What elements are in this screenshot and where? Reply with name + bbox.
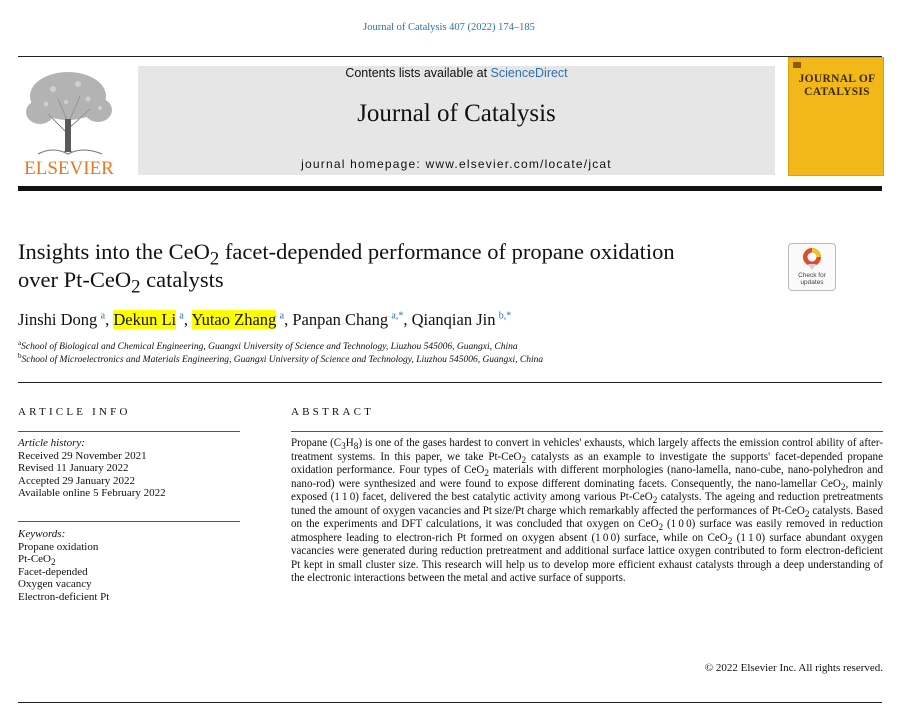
cover-publisher-mark-icon [793,62,801,68]
elsevier-tree-icon: ELSEVIER [24,72,114,179]
affiliation-text: School of Microelectronics and Materials… [21,355,544,365]
contents-prefix: Contents lists available at [345,66,491,80]
keyword-item: Electron-deficient Pt [18,590,110,603]
check-updates-label: Check for updates [798,272,826,286]
journal-name: Journal of Catalysis [357,100,556,127]
section-rule [18,382,882,383]
journal-cover[interactable]: JOURNAL OF CATALYSIS [788,57,884,176]
elsevier-wordmark: ELSEVIER [24,158,114,176]
journal-citation[interactable]: Journal of Catalysis 407 (2022) 174–185 [363,22,535,33]
journal-banner [138,66,775,175]
article-title: Insights into the CeO2 facet-depended pe… [18,238,778,296]
title-text-3: over Pt-CeO [18,267,132,292]
header-rule [18,56,882,57]
history-item: Revised 11 January 2022 [18,462,129,474]
author-list: Jinshi Dong a, Dekun Li a, Yutao Zhang a… [18,310,512,329]
keyword-item: Propane oxidation [18,540,99,553]
article-info-rule [18,431,240,432]
history-item: Received 29 November 2021 [18,449,147,462]
title-text-2: facet-depended performance of propane ox… [219,239,675,264]
author-name[interactable]: Jinshi Dong [18,310,98,329]
author-name[interactable]: Qianqian Jin [411,310,496,329]
check-updates-icon [803,248,821,270]
check-for-updates-button[interactable]: Check for updates [788,243,836,291]
title-text-1: Insights into the CeO [18,239,210,264]
affiliation: bSchool of Microelectronics and Material… [18,351,544,365]
sciencedirect-link[interactable]: ScienceDirect [490,66,568,80]
article-info-heading: ARTICLE INFO [18,406,131,418]
elsevier-logo[interactable]: ELSEVIER [18,64,120,179]
affiliation: aSchool of Biological and Chemical Engin… [18,338,518,352]
history-label: Article history: [18,437,85,449]
keyword-item: Pt-CeO2 [18,553,56,568]
keywords-rule [18,521,240,522]
abstract-rule [291,431,883,432]
author-affiliation-ref[interactable]: a [179,310,184,322]
copyright-notice: © 2022 Elsevier Inc. All rights reserved… [704,662,883,674]
cover-title: JOURNAL OF CATALYSIS [798,73,876,98]
article-history: Article history: Received 29 November 20… [18,437,240,500]
bottom-rule [18,702,882,703]
abstract-body: Propane (C3H8) is one of the gases harde… [291,437,884,584]
affiliation-label: a [18,338,22,347]
author-name[interactable]: Yutao Zhang [191,310,277,329]
author-affiliation-ref[interactable]: a [100,310,106,322]
abstract-heading: ABSTRACT [291,406,375,418]
contents-availability: Contents lists available at ScienceDirec… [138,66,775,80]
history-item: Accepted 29 January 2022 [18,474,135,487]
title-subscript-1: 2 [209,248,220,270]
affiliation-label: b [18,351,22,360]
header-thick-rule [18,186,882,191]
affiliation-text: School of Biological and Chemical Engine… [21,342,518,352]
keyword-item: Oxygen vacancy [18,578,92,590]
author-affiliation-ref[interactable]: a [279,310,285,322]
keywords-label: Keywords: [18,528,66,540]
keywords-block: Keywords: Propane oxidation Pt-CeO2 Face… [18,528,240,603]
history-item: Available online 5 February 2022 [18,487,166,499]
author-affiliation-ref[interactable]: a,* [391,310,404,322]
author-name[interactable]: Dekun Li [113,310,177,329]
author-affiliation-ref[interactable]: b,* [498,310,512,322]
keyword-item: Facet-depended [18,565,88,578]
author-name[interactable]: Panpan Chang [292,310,389,329]
journal-homepage[interactable]: journal homepage: www.elsevier.com/locat… [301,157,612,171]
title-text-4: catalysts [140,267,224,292]
title-subscript-2: 2 [131,276,141,298]
